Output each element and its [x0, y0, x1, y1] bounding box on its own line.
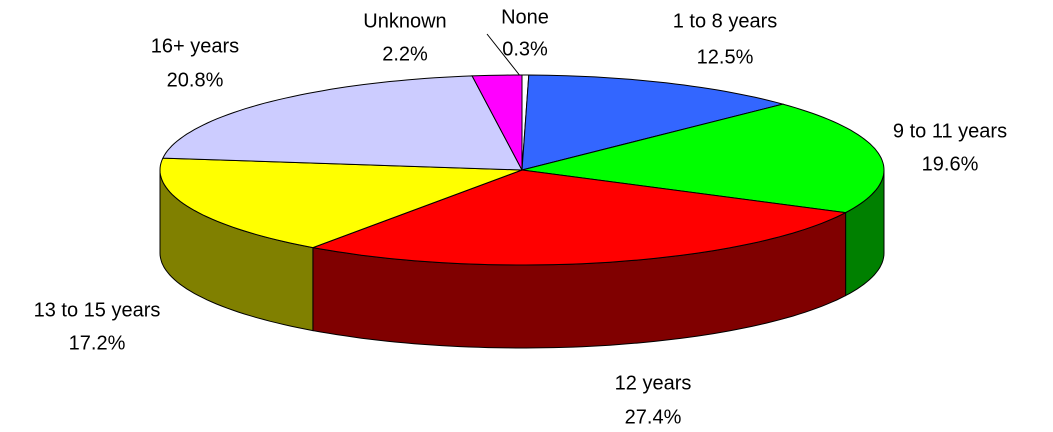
pie-slice [471, 74, 523, 171]
slice-label: 13 to 15 years [34, 299, 161, 321]
slice-value-label: 17.2% [69, 332, 126, 354]
pie-slice [311, 169, 848, 266]
slice-label: 12 years [615, 372, 692, 394]
slice-label: None [501, 6, 549, 28]
slice-value-label: 0.3% [502, 38, 548, 60]
slice-label: 16+ years [151, 35, 239, 57]
slice-value-label: 2.2% [382, 43, 428, 65]
slice-label: 9 to 11 years [893, 120, 1007, 142]
leader-line [486, 33, 522, 78]
pie-slice [521, 74, 785, 171]
slice-value-label: 27.4% [625, 406, 682, 428]
slice-value-label: 20.8% [167, 69, 224, 91]
pie-slice [159, 157, 523, 249]
slice-value-label: 19.6% [922, 153, 979, 175]
pie-slice [162, 75, 523, 171]
pie-slice [521, 103, 885, 214]
slice-value-label: 12.5% [697, 46, 754, 68]
slice-label: Unknown [363, 10, 446, 32]
slice-label: 1 to 8 years [673, 10, 778, 32]
